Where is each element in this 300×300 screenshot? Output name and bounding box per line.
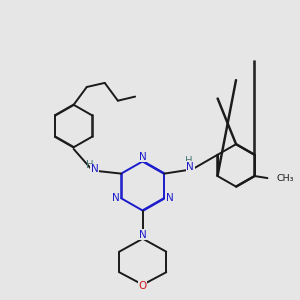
Text: H: H bbox=[86, 160, 94, 170]
Text: H: H bbox=[185, 156, 193, 166]
Text: N: N bbox=[139, 230, 147, 240]
Text: N: N bbox=[186, 162, 194, 172]
Text: N: N bbox=[91, 164, 98, 174]
Text: O: O bbox=[139, 281, 147, 291]
Text: CH₃: CH₃ bbox=[276, 174, 294, 183]
Text: N: N bbox=[139, 152, 147, 162]
Text: N: N bbox=[166, 193, 174, 203]
Text: N: N bbox=[112, 193, 119, 203]
